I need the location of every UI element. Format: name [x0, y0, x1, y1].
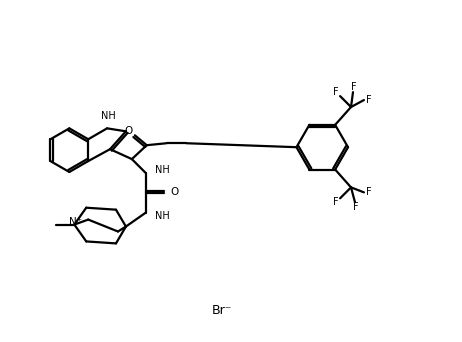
Text: NH: NH [155, 211, 170, 221]
Text: F: F [333, 87, 339, 97]
Text: O: O [170, 187, 179, 197]
Text: F: F [353, 202, 359, 212]
Text: F: F [351, 82, 357, 92]
Text: NH: NH [101, 111, 116, 121]
Text: NH: NH [155, 165, 170, 175]
Text: F: F [366, 187, 372, 197]
Text: N⁺: N⁺ [69, 216, 82, 227]
Text: F: F [333, 197, 339, 207]
Text: Br⁻: Br⁻ [212, 304, 232, 317]
Text: O: O [125, 126, 133, 136]
Text: F: F [366, 95, 372, 105]
